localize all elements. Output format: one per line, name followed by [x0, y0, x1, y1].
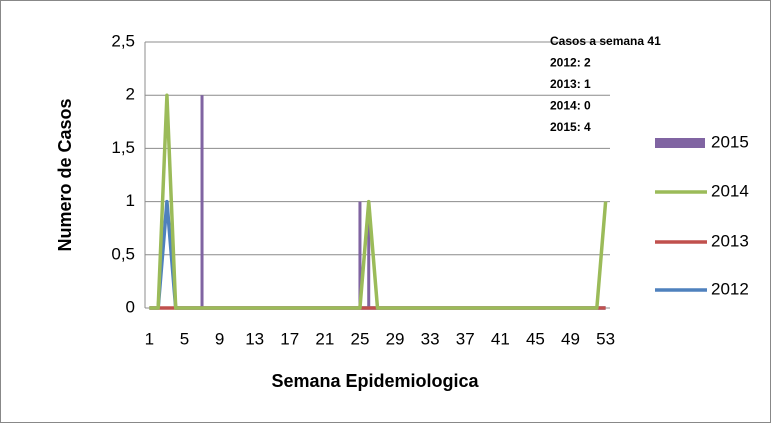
- x-tick-label: 53: [596, 329, 615, 348]
- x-tick-label: 45: [526, 329, 545, 348]
- annotation: Casos a semana 41: [550, 34, 661, 48]
- x-tick-label: 33: [421, 329, 440, 348]
- x-tick-label: 13: [245, 329, 264, 348]
- x-tick-label: 1: [145, 329, 154, 348]
- y-tick-label: 1,5: [111, 138, 135, 157]
- x-tick-label: 5: [180, 329, 189, 348]
- annotation: 2013: 1: [550, 77, 591, 91]
- bar: [200, 95, 204, 308]
- x-tick-label: 37: [456, 329, 475, 348]
- legend-marker: [655, 138, 705, 148]
- x-tick-label: 29: [386, 329, 405, 348]
- y-tick-label: 0: [126, 297, 135, 316]
- x-tick-label: 41: [491, 329, 510, 348]
- x-tick-label: 49: [561, 329, 580, 348]
- y-tick-label: 2: [126, 85, 135, 104]
- annotation: 2015: 4: [550, 120, 591, 134]
- y-tick-label: 0,5: [111, 244, 135, 263]
- legend-label: 2012: [711, 279, 749, 298]
- y-tick-label: 2,5: [111, 31, 135, 50]
- legend-label: 2014: [711, 181, 749, 200]
- x-tick-label: 9: [215, 329, 224, 348]
- annotation: 2012: 2: [550, 56, 591, 70]
- annotation: 2014: 0: [550, 99, 591, 113]
- y-tick-label: 1: [126, 191, 135, 210]
- x-tick-label: 17: [280, 329, 299, 348]
- y-axis-label: Numero de Casos: [55, 98, 75, 251]
- line-series: [149, 93, 608, 310]
- legend-label: 2015: [711, 132, 749, 151]
- bar: [367, 201, 371, 308]
- x-tick-label: 21: [315, 329, 334, 348]
- bar: [358, 201, 362, 308]
- x-tick-label: 25: [350, 329, 369, 348]
- x-axis-label: Semana Epidemiologica: [271, 371, 479, 391]
- legend-label: 2013: [711, 231, 749, 250]
